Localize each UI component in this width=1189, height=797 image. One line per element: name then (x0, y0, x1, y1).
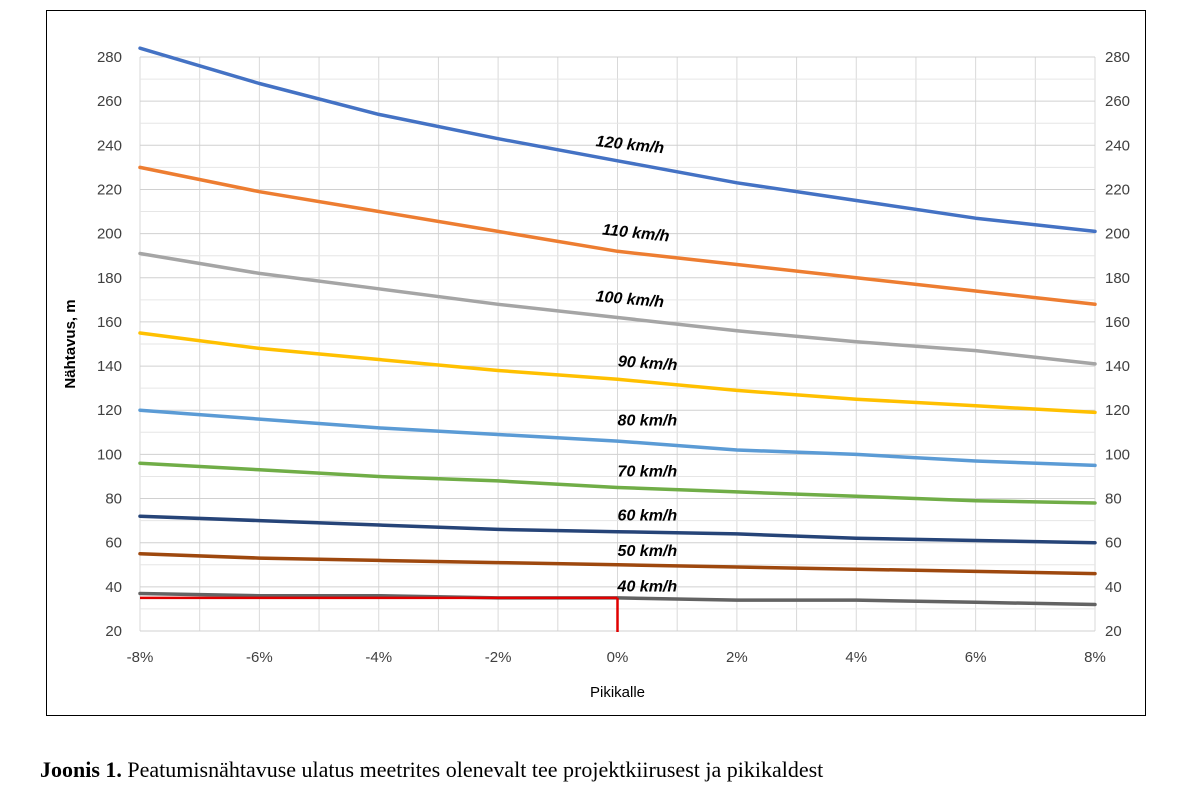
x-tick-label: -6% (246, 649, 273, 666)
y-tick-label-left: 20 (105, 623, 122, 640)
x-tick-label: 0% (607, 649, 629, 666)
series-line (138, 514, 1097, 545)
caption-text: Peatumisnähtavuse ulatus meetrites olene… (121, 757, 824, 782)
y-tick-label-right: 140 (1105, 358, 1130, 375)
series-line (138, 461, 1097, 505)
y-tick-label-right: 80 (1105, 491, 1122, 508)
series-label: 80 km/h (618, 413, 678, 430)
x-tick-label: 6% (965, 649, 987, 666)
series-layer (138, 46, 1097, 607)
y-tick-label-left: 60 (105, 535, 122, 552)
series-line (138, 251, 1097, 366)
y-tick-label-right: 280 (1105, 49, 1130, 66)
annotation-layer (140, 596, 619, 632)
y-tick-label-left: 120 (97, 402, 122, 419)
series-line (138, 408, 1097, 468)
y-tick-label-right: 100 (1105, 446, 1130, 463)
series-label: 60 km/h (618, 508, 678, 525)
y-tick-label-right: 20 (1105, 623, 1122, 640)
y-tick-label-left: 100 (97, 446, 122, 463)
y-tick-label-left: 180 (97, 270, 122, 287)
y-tick-label-right: 180 (1105, 270, 1130, 287)
series-label: 50 km/h (618, 543, 678, 560)
x-tick-label: -8% (127, 649, 154, 666)
series-line (138, 331, 1097, 415)
y-tick-label-left: 160 (97, 314, 122, 331)
x-tick-label: -4% (365, 649, 392, 666)
y-tick-label-right: 40 (1105, 579, 1122, 596)
y-tick-label-right: 120 (1105, 402, 1130, 419)
y-tick-label-left: 140 (97, 358, 122, 375)
y-tick-label-left: 220 (97, 181, 122, 198)
y-tick-label-left: 240 (97, 137, 122, 154)
y-tick-label-left: 200 (97, 226, 122, 243)
series-line (138, 551, 1097, 576)
x-axis-title: Pikikalle (590, 684, 645, 701)
figure-caption: Joonis 1. Peatumisnähtavuse ulatus meetr… (40, 757, 823, 783)
series-line (138, 165, 1097, 307)
y-tick-label-left: 80 (105, 491, 122, 508)
chart-frame: 20 20 40 40 60 60 80 80 100 100 120 120 140 140 160 160… (46, 10, 1146, 716)
series-label: 110 km/h (602, 222, 671, 246)
series-label: 90 km/h (617, 353, 678, 374)
chart-svg: 20 20 40 40 60 60 80 80 100 100 120 120 140 140 160 160… (62, 46, 1130, 701)
y-tick-label-right: 160 (1105, 314, 1130, 331)
series-label: 40 km/h (617, 578, 678, 595)
x-tick-label: 8% (1084, 649, 1106, 666)
y-tick-label-left: 260 (97, 93, 122, 110)
y-axis-title: Nähtavus, m (62, 299, 79, 388)
y-tick-label-right: 260 (1105, 93, 1130, 110)
series-label: 100 km/h (595, 288, 665, 311)
axis-layer: 20 20 40 40 60 60 80 80 100 100 120 120 140 140 160 160… (62, 49, 1130, 701)
y-tick-label-left: 40 (105, 579, 122, 596)
series-label: 70 km/h (618, 463, 678, 480)
y-tick-label-right: 220 (1105, 181, 1130, 198)
caption-label: Joonis 1. (40, 757, 122, 782)
series-line (138, 46, 1097, 234)
x-tick-label: -2% (485, 649, 512, 666)
x-tick-label: 2% (726, 649, 748, 666)
x-tick-label: 4% (845, 649, 867, 666)
y-tick-label-left: 280 (97, 49, 122, 66)
series-label: 120 km/h (595, 133, 665, 157)
y-tick-label-right: 240 (1105, 137, 1130, 154)
y-tick-label-right: 60 (1105, 535, 1122, 552)
y-tick-label-right: 200 (1105, 226, 1130, 243)
label-layer: 120 km/h 110 km/h 100 km/h 90 km/h 80 km/h 70… (595, 133, 678, 595)
